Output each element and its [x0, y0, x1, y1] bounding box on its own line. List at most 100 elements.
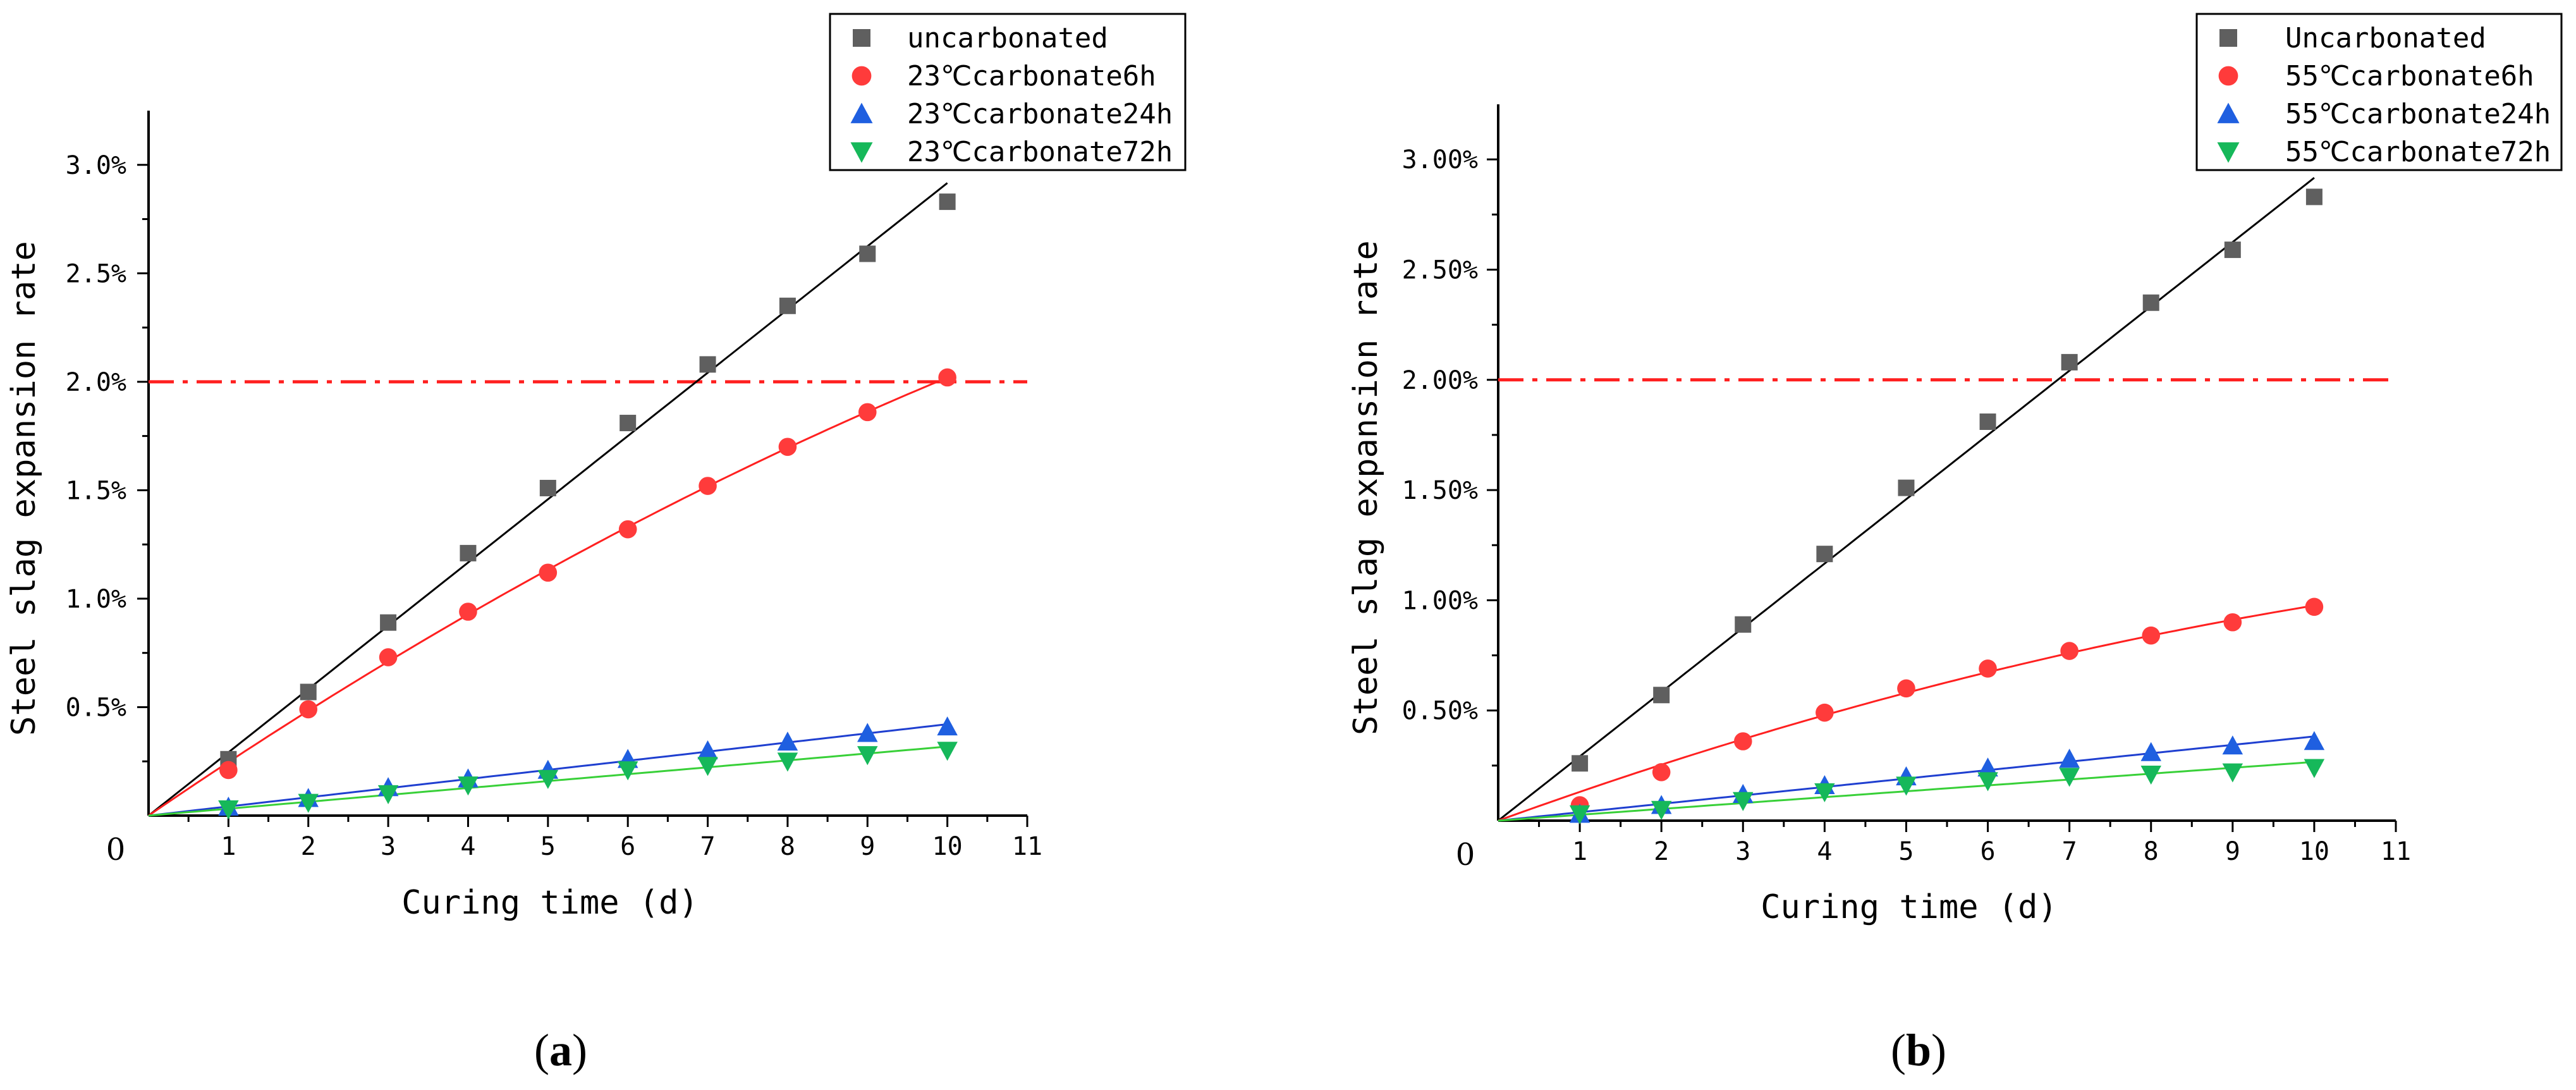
b-series-0-point [2061, 353, 2078, 370]
b-series-1-point [1652, 763, 1671, 781]
a-y-axis-title: Steel slag expansion rate [5, 241, 43, 736]
b-x-tick-label: 8 [2144, 837, 2159, 866]
a-series-0-point [699, 356, 716, 373]
b-series-1-point [1816, 703, 1834, 722]
panel-label-b: (b) [1891, 1025, 1946, 1075]
a-x-tick-label: 5 [540, 832, 556, 861]
a-series-3-point [857, 746, 878, 766]
a-y-tick-label: 3.0% [66, 151, 126, 180]
b-series-1-point [2060, 642, 2079, 660]
b-series-0-point [2142, 294, 2159, 311]
a-series-2-point [697, 740, 718, 759]
b-series-1-point [2305, 597, 2324, 616]
a-y-tick-label: 1.0% [66, 585, 126, 614]
a-series-3-point [617, 761, 638, 781]
b-legend-marker-1 [2218, 66, 2238, 86]
a-series-0-point [300, 683, 317, 701]
b-series-3-point [1896, 776, 1917, 796]
a-x-axis-title: Curing time (d) [401, 884, 699, 922]
b-series-3-point [2140, 765, 2161, 785]
a-legend-label-2: 23℃carbonate24h [907, 98, 1173, 130]
a-series-1-point [618, 520, 637, 539]
a-series-2-point [937, 716, 958, 736]
b-series-1-point [1897, 679, 1915, 698]
a-series-3-point [458, 776, 479, 796]
b-legend-marker-2 [2217, 102, 2240, 123]
a-series-3-point [537, 769, 559, 789]
b-x-tick-label: 10 [2299, 837, 2329, 866]
a-legend-box [829, 13, 1187, 171]
b-legend-label-1: 55℃carbonate6h [2285, 60, 2534, 92]
a-series-0-fit-line [148, 182, 948, 817]
b-x-axis-title: Curing time (d) [1761, 888, 2058, 926]
a-series-3-point [298, 793, 319, 813]
a-legend-label-0: uncarbonated [907, 22, 1108, 54]
b-x-tick-label: 11 [2381, 837, 2411, 866]
a-series-1-point [299, 700, 318, 719]
b-series-1-point [2142, 626, 2161, 645]
b-series-3-point [1651, 800, 1672, 820]
a-legend-marker-2 [850, 102, 873, 123]
a-series-1-point [539, 563, 558, 582]
b-legend-box [2195, 13, 2563, 171]
b-origin-label: 0 [1456, 837, 1475, 873]
a-x-tick-label: 6 [620, 832, 635, 861]
b-y-axis-title: Steel slag expansion rate [1347, 240, 1385, 735]
b-series-2-point [2304, 731, 2325, 750]
b-series-3-point [1569, 805, 1590, 824]
b-series-2-point [2140, 742, 2161, 761]
b-series-0-fit-line [1498, 177, 2315, 822]
b-series-0-point [1979, 413, 1996, 431]
a-legend-label-3: 23℃carbonate72h [907, 136, 1173, 168]
a-x-tick-label: 1 [221, 832, 236, 861]
b-x-tick-label: 9 [2225, 837, 2240, 866]
a-y-tick-label: 1.5% [66, 476, 126, 505]
b-y-tick-label: 1.00% [1402, 586, 1478, 615]
a-legend-marker-3 [850, 142, 873, 163]
b-series-2-point [2222, 735, 2243, 755]
a-x-tick-label: 3 [381, 832, 396, 861]
b-x-tick-label: 1 [1572, 837, 1587, 866]
b-series-3-point [2059, 768, 2080, 787]
panel-label-a: (a) [534, 1025, 587, 1075]
a-series-1-point [459, 603, 477, 621]
a-x-tick-label: 7 [700, 832, 715, 861]
a-x-tick-label: 11 [1012, 832, 1042, 861]
b-series-1-point [1733, 732, 1752, 750]
a-x-tick-label: 2 [301, 832, 316, 861]
a-origin-label: 0 [106, 832, 126, 867]
a-series-0-point [460, 544, 477, 561]
b-series-0-point [2305, 188, 2323, 205]
b-legend-label-0: Uncarbonated [2285, 22, 2486, 54]
a-x-tick-label: 8 [780, 832, 795, 861]
a-series-1-point [938, 368, 956, 387]
a-series-0-point [620, 415, 637, 432]
a-series-0-point [779, 297, 796, 314]
a-series-0-point [939, 193, 956, 211]
b-legend-label-3: 55℃carbonate72h [2285, 136, 2551, 168]
a-y-tick-label: 0.5% [66, 693, 126, 722]
b-series-3-point [2222, 763, 2243, 783]
a-series-1-point [778, 438, 797, 456]
a-x-tick-label: 4 [460, 832, 475, 861]
a-x-tick-label: 10 [932, 832, 963, 861]
a-y-tick-label: 2.0% [66, 368, 126, 397]
a-legend-label-1: 23℃carbonate6h [907, 60, 1156, 92]
a-series-2-point [777, 732, 798, 751]
b-legend-marker-3 [2217, 142, 2240, 163]
b-y-tick-label: 2.50% [1402, 255, 1478, 285]
b-series-0-point [1816, 546, 1833, 563]
a-series-1-point [699, 477, 717, 495]
b-series-0-point [1898, 479, 1915, 496]
b-y-tick-label: 0.50% [1402, 697, 1478, 726]
b-x-tick-label: 3 [1735, 837, 1750, 866]
b-x-tick-label: 2 [1654, 837, 1669, 866]
b-series-0-point [1735, 616, 1752, 633]
a-legend-marker-1 [852, 66, 872, 86]
b-series-1-point [2223, 613, 2242, 632]
b-series-3-point [1814, 783, 1835, 802]
b-x-tick-label: 6 [1980, 837, 1995, 866]
a-series-0-point [859, 245, 876, 262]
